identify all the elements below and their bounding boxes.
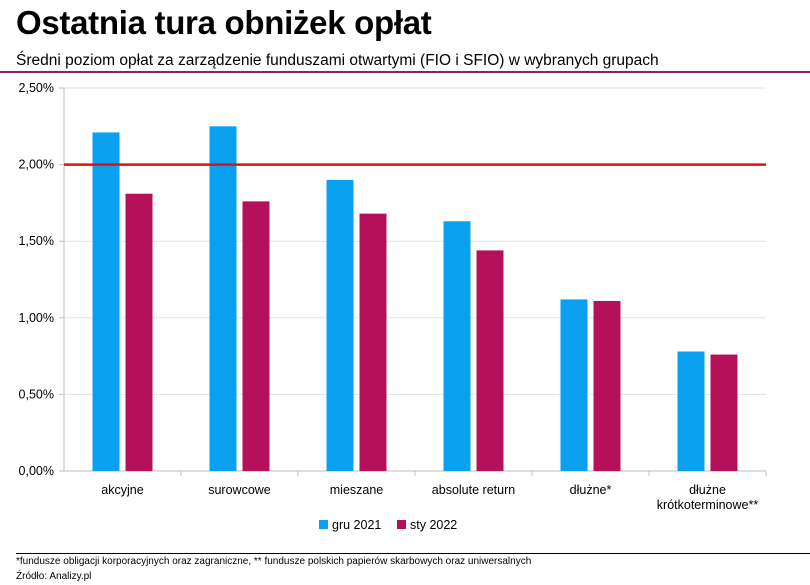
x-tick-label: krótkoterminowe** [657,498,759,512]
bar [476,250,504,471]
bar [326,179,354,472]
bar [593,300,621,471]
x-tick-label: mieszane [330,483,384,497]
bar [209,126,237,472]
x-tick-label: dłużne [689,483,726,497]
bar [125,193,153,471]
chart-title: Ostatnia tura obniżek opłat [16,4,432,41]
y-tick-label: 0,50% [19,387,54,401]
y-tick-label: 1,50% [19,234,54,248]
x-tick-label: absolute return [432,483,515,497]
y-tick-label: 2,50% [19,81,54,95]
bar [710,354,738,471]
x-tick-label: surowcowe [208,483,271,497]
footer-divider [16,553,810,554]
legend-swatch [319,520,328,529]
y-axis: 0,00% 0,50% 1,00% 1,50% 2,00% 2,50% [19,81,65,478]
bar [92,132,120,471]
x-tick-label: dłużne* [570,483,612,497]
gridlines [64,87,766,472]
bar [242,201,270,472]
bar [359,213,387,471]
bar [677,351,705,471]
chart-subtitle: Średni poziom opłat za zarządzenie fundu… [16,52,659,69]
x-tick-label: akcyjne [101,483,143,497]
legend-label: gru 2021 [332,518,381,532]
bar [443,221,471,471]
title-divider [0,71,810,73]
y-tick-label: 1,00% [19,311,54,325]
x-axis: akcyjne surowcowe mieszane absolute return d… [101,471,767,512]
legend-swatch [397,520,406,529]
footnote: *fundusze obligacji korporacyjnych oraz … [16,556,532,567]
y-tick-label: 0,00% [19,464,54,478]
bar-chart: 0,00% 0,50% 1,00% 1,50% 2,00% 2,50% akcyjne su… [19,81,767,532]
bars [92,126,738,472]
bar [560,299,588,471]
legend: gru 2021 sty 2022 [319,518,457,532]
source-note: Źródło: Analizy.pl [16,571,92,582]
y-tick-label: 2,00% [19,158,54,172]
legend-label: sty 2022 [410,518,457,532]
